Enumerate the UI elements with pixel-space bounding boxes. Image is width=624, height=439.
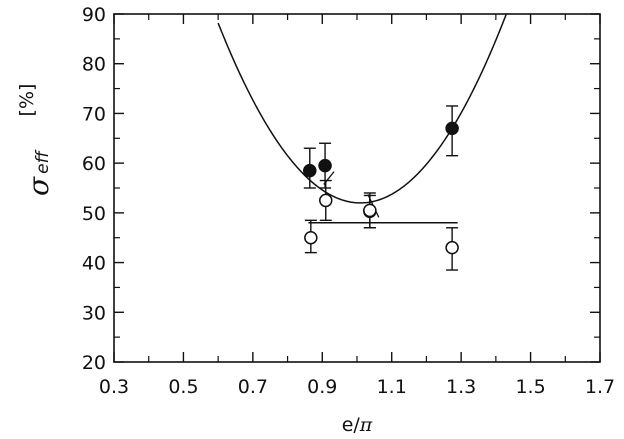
y-tick-label: 50 — [82, 203, 106, 225]
x-tick-label: 1.5 — [515, 376, 545, 398]
filled-data-point — [303, 163, 317, 178]
svg-text:[%]: [%] — [16, 84, 38, 117]
point-layer — [303, 105, 459, 271]
open-data-point — [319, 193, 333, 208]
x-tick-label: 0.7 — [238, 376, 268, 398]
x-tick-label: 1.3 — [446, 376, 476, 398]
filled-data-point — [445, 121, 459, 136]
x-tick-label: 0.9 — [307, 376, 337, 398]
x-tick-label: 1.7 — [585, 376, 615, 398]
y-axis-subscript: eff — [33, 149, 53, 173]
y-tick-label: 30 — [82, 302, 106, 324]
tick-layer: 0.3 0.5 0.7 0.9 1.1 1.3 1.5 1.7 20 30 40 50 60 70 80 90 — [82, 4, 615, 398]
y-tick-label: 80 — [82, 54, 106, 76]
y-axis-title: σ eff — [22, 149, 55, 196]
y-tick-label: 20 — [82, 352, 106, 374]
y-tick-label: 60 — [82, 153, 106, 175]
svg-text:σeff: σ eff — [22, 149, 55, 196]
x-tick-label: 0.5 — [168, 376, 198, 398]
x-tick-label: 1.1 — [377, 376, 407, 398]
y-axis-symbol: σ — [22, 176, 55, 196]
plot-frame — [113, 13, 601, 363]
y-tick-label: 90 — [82, 4, 106, 26]
open-data-point — [445, 240, 459, 255]
open-data-point — [363, 203, 377, 218]
fit-layer — [217, 14, 508, 224]
y-tick-label: 70 — [82, 103, 106, 125]
y-axis-unit: [%] — [16, 84, 38, 117]
parabola-fit-curve — [217, 14, 508, 204]
x-tick-label: 0.3 — [99, 376, 129, 398]
filled-data-point — [318, 158, 332, 173]
x-axis-title: e/π — [342, 414, 373, 436]
open-data-point — [304, 230, 318, 245]
y-tick-label: 40 — [82, 253, 106, 275]
